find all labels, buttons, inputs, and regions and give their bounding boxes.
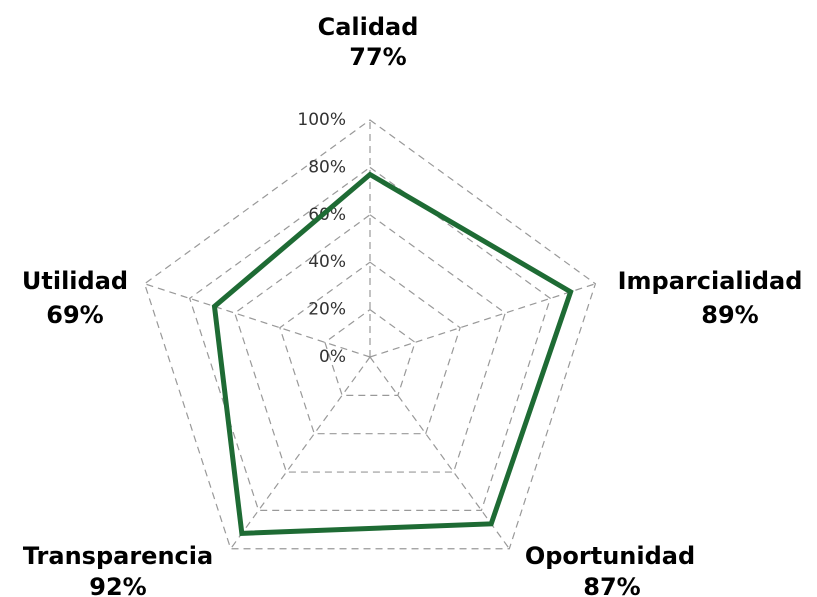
category-label: Oportunidad [525,542,695,570]
category-label: Transparencia [23,542,213,570]
y-tick-label: 20% [308,300,346,320]
value-label: 92% [89,573,146,597]
grid-line [234,214,506,473]
value-label: 87% [583,573,640,597]
y-tick-label: 100% [297,110,346,130]
y-tick-label: 80% [308,157,346,177]
data-line [211,171,574,536]
category-label: Calidad [318,13,419,41]
axis-line [144,283,371,358]
grid-line [143,119,597,550]
value-label: 69% [46,301,103,329]
y-tick-label: 40% [308,252,346,272]
axis-line [369,283,596,358]
grid-line [324,308,416,396]
value-label: 77% [349,43,406,71]
category-label: Utilidad [22,267,128,295]
value-label: 89% [701,301,758,329]
axis-line [230,356,371,550]
grid-line [279,261,461,435]
y-tick-label: 0% [319,347,346,367]
axis-line [369,356,510,550]
grid-line [188,166,552,511]
category-label: Imparcialidad [618,267,803,295]
